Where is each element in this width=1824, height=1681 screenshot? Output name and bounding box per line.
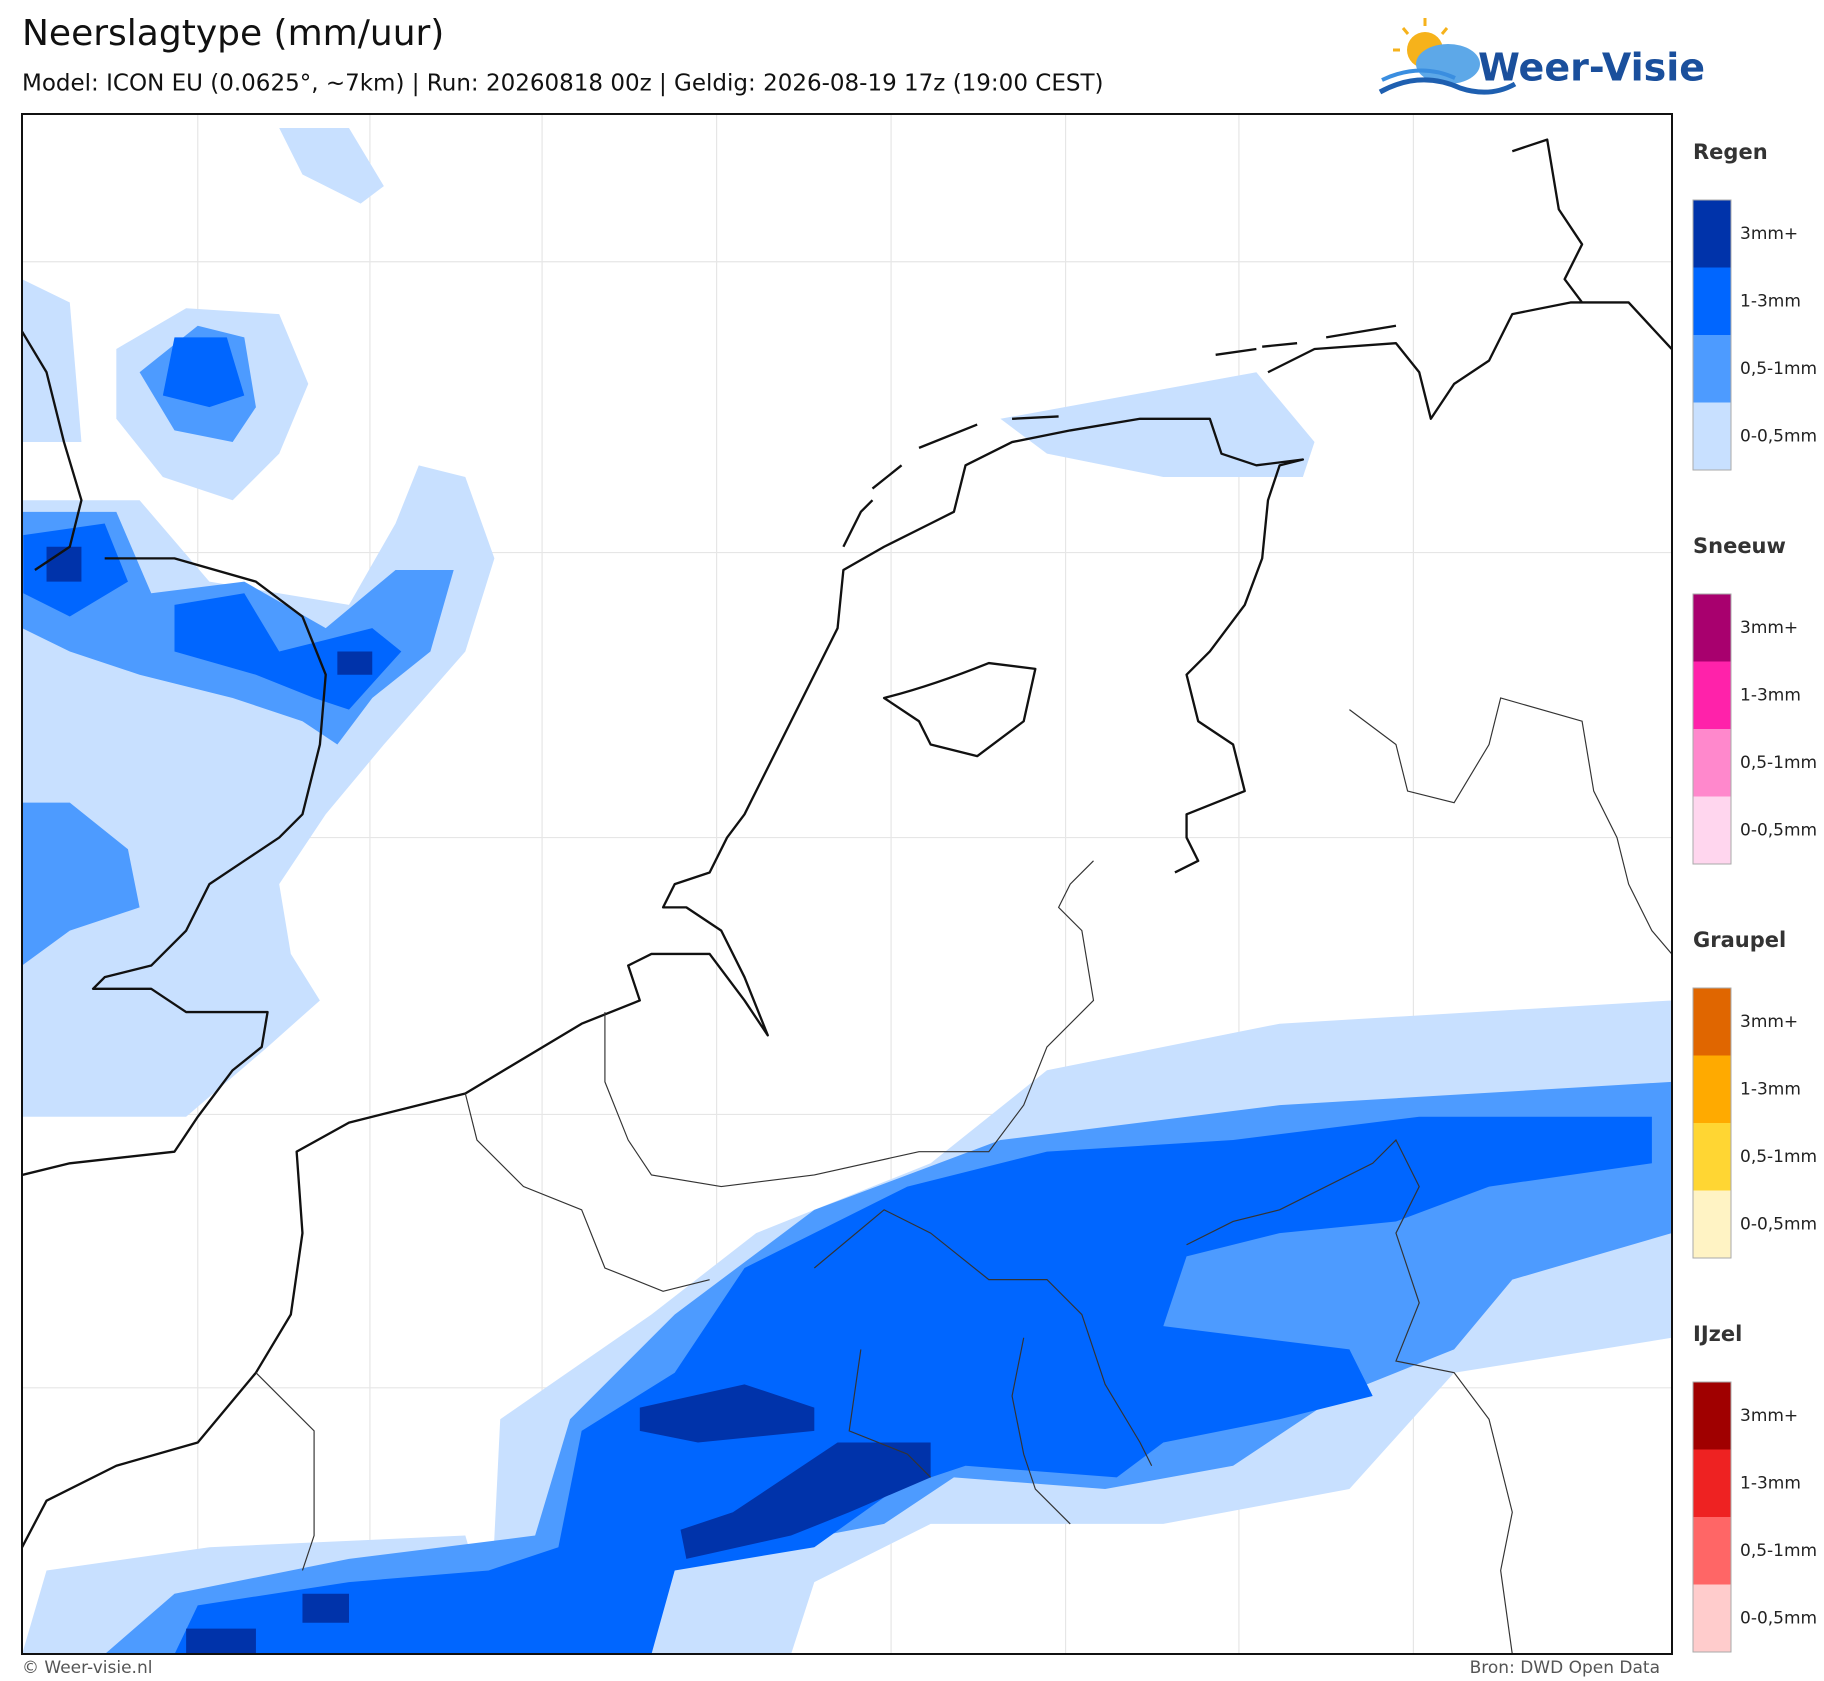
legend-swatch: [1693, 988, 1731, 1056]
legend-swatch: [1693, 1382, 1731, 1450]
legend-label: 1-3mm: [1740, 1079, 1801, 1099]
subtitle: Model: ICON EU (0.0625°, ~7km) | Run: 20…: [22, 71, 1103, 97]
legend-label: 3mm+: [1740, 224, 1798, 244]
legend-swatch: [1693, 594, 1731, 662]
legend-frame: [1692, 593, 1732, 865]
legend-frame: [1692, 199, 1732, 471]
legend-label: 3mm+: [1740, 1012, 1798, 1032]
legend-title: Sneeuw: [1693, 534, 1786, 558]
legend-frame: [1692, 987, 1732, 1259]
legend-label: 1-3mm: [1740, 685, 1801, 705]
legend-swatch: [1693, 1584, 1731, 1652]
legend-swatch: [1693, 402, 1731, 470]
legend-label: 0,5-1mm: [1740, 359, 1817, 379]
legend-swatch: [1693, 200, 1731, 268]
legend-label: 0,5-1mm: [1740, 1541, 1817, 1561]
logo-text: Weer-Visie: [1478, 46, 1705, 90]
legend-title: IJzel: [1693, 1322, 1742, 1346]
credit: © Weer-visie.nl: [22, 1658, 152, 1678]
legend-swatch: [1693, 729, 1731, 797]
map: [21, 113, 1673, 1655]
legend-label: 0-0,5mm: [1740, 820, 1817, 840]
source: Bron: DWD Open Data: [1470, 1658, 1660, 1678]
logo: Weer-Visie: [1378, 18, 1705, 95]
legend: Regen 3mm+ 1-3mm 0,5-1mm 0-0,5mm Sneeuw 3mm+ 1-…: [1692, 140, 1817, 1653]
legend-swatch: [1693, 1190, 1731, 1258]
legend-label: 0-0,5mm: [1740, 1214, 1817, 1234]
title: Neerslagtype (mm/uur): [22, 13, 444, 54]
legend-label: 1-3mm: [1740, 1473, 1801, 1493]
legend-swatch: [1693, 796, 1731, 864]
legend-swatch: [1693, 335, 1731, 403]
legend-label: 0-0,5mm: [1740, 1608, 1817, 1628]
legend-swatch: [1693, 1055, 1731, 1123]
legend-swatch: [1693, 1517, 1731, 1585]
legend-swatch: [1693, 1449, 1731, 1517]
legend-label: 1-3mm: [1740, 291, 1801, 311]
legend-swatch: [1693, 1123, 1731, 1191]
legend-frame: [1692, 1381, 1732, 1653]
legend-title: Graupel: [1693, 928, 1786, 952]
legend-label: 0-0,5mm: [1740, 426, 1817, 446]
legend-label: 0,5-1mm: [1740, 1147, 1817, 1167]
legend-swatch: [1693, 267, 1731, 335]
legend-swatch: [1693, 661, 1731, 729]
legend-label: 0,5-1mm: [1740, 753, 1817, 773]
legend-label: 3mm+: [1740, 1406, 1798, 1426]
legend-label: 3mm+: [1740, 618, 1798, 638]
legend-title: Regen: [1693, 140, 1768, 164]
